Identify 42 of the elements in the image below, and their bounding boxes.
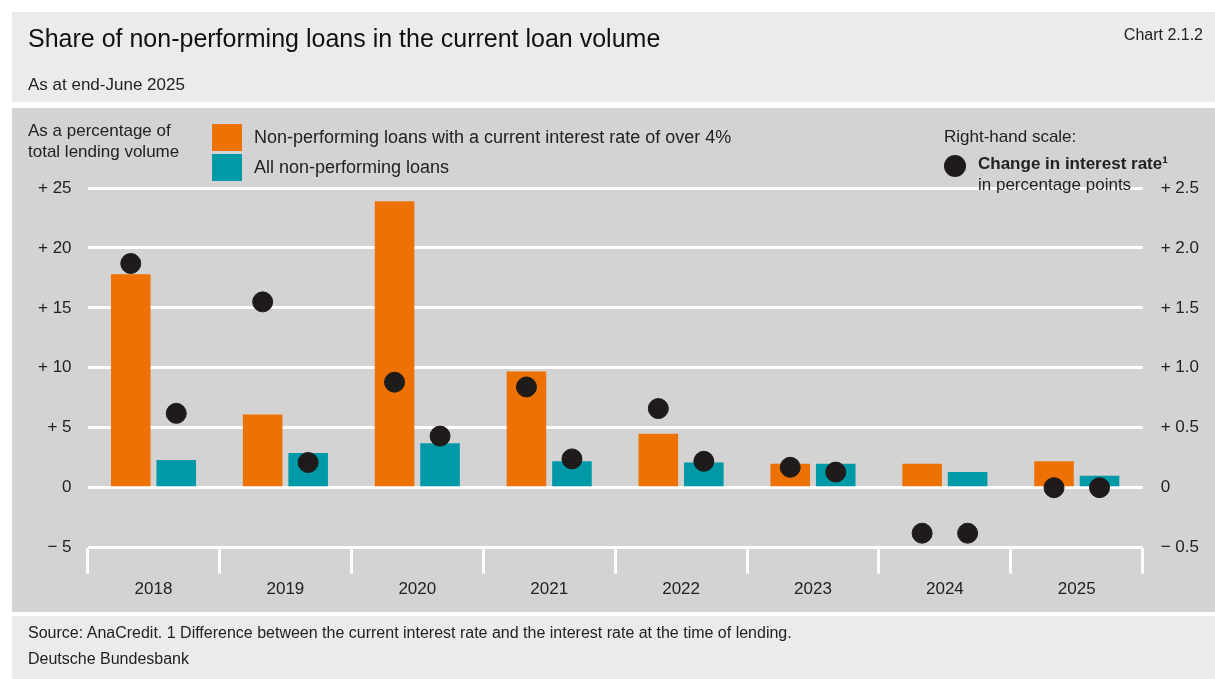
y-tick-label: + 25 (38, 177, 72, 197)
x-tick-label: 2024 (925, 579, 964, 599)
source-note: Source: AnaCredit. 1 Difference between the current interest rate and the interest rate at the time of lending. (27, 623, 793, 642)
caption: Chart 2.1.2 (1123, 26, 1203, 44)
chart-subtitle: As at end-June 2025 (28, 75, 185, 95)
y2-tick-label: + 2.5 (1160, 177, 1200, 197)
y-tick-label: + 10 (38, 357, 72, 377)
x-tick-label: 2021 (530, 579, 569, 599)
bar (506, 371, 547, 487)
y-axis-title: As a percentage of total lending volume (28, 120, 181, 162)
bar (420, 443, 460, 487)
bar (110, 274, 151, 487)
x-tick-label: 2022 (662, 579, 700, 599)
bar (242, 414, 283, 487)
x-tick-label: 2020 (398, 579, 437, 599)
x-tick-label: 2018 (134, 579, 173, 599)
x-tick-label: 2025 (1057, 579, 1096, 599)
bar (638, 433, 679, 487)
legend-label: All non-performing loans (254, 156, 450, 178)
y-tick-label: 0 (62, 477, 72, 497)
text: Right-hand scale: (944, 126, 1078, 147)
legend-label: Non-performing loans with a current interest rate of over 4% (254, 126, 732, 148)
chart-title: Share of non-performing loans in the current loan volume (28, 24, 661, 53)
x-tick-label: 2019 (266, 579, 305, 599)
y-tick-label: − 5 (47, 537, 72, 557)
bar (156, 460, 197, 487)
y2-tick-label: + 2.0 (1160, 237, 1200, 257)
text: Deutsche Bundesbank (27, 649, 190, 668)
y2-tick-label: + 0.5 (1160, 417, 1200, 437)
y-tick-label: + 15 (38, 297, 72, 317)
y2-tick-label: − 0.5 (1160, 537, 1200, 557)
legend-label: Change in interest rate¹ (978, 154, 1168, 173)
y2-axis-title: in percentage points (978, 175, 1132, 194)
y-tick-label: + 5 (47, 417, 72, 437)
y2-tick-label: 0 (1160, 477, 1171, 497)
y2-tick-label: + 1.5 (1160, 297, 1200, 317)
y-tick-label: + 20 (38, 237, 72, 257)
x-tick-label: 2023 (794, 579, 832, 599)
bar (902, 463, 942, 487)
bar (947, 472, 988, 487)
bar (374, 201, 415, 487)
y2-tick-label: + 1.0 (1160, 357, 1200, 377)
